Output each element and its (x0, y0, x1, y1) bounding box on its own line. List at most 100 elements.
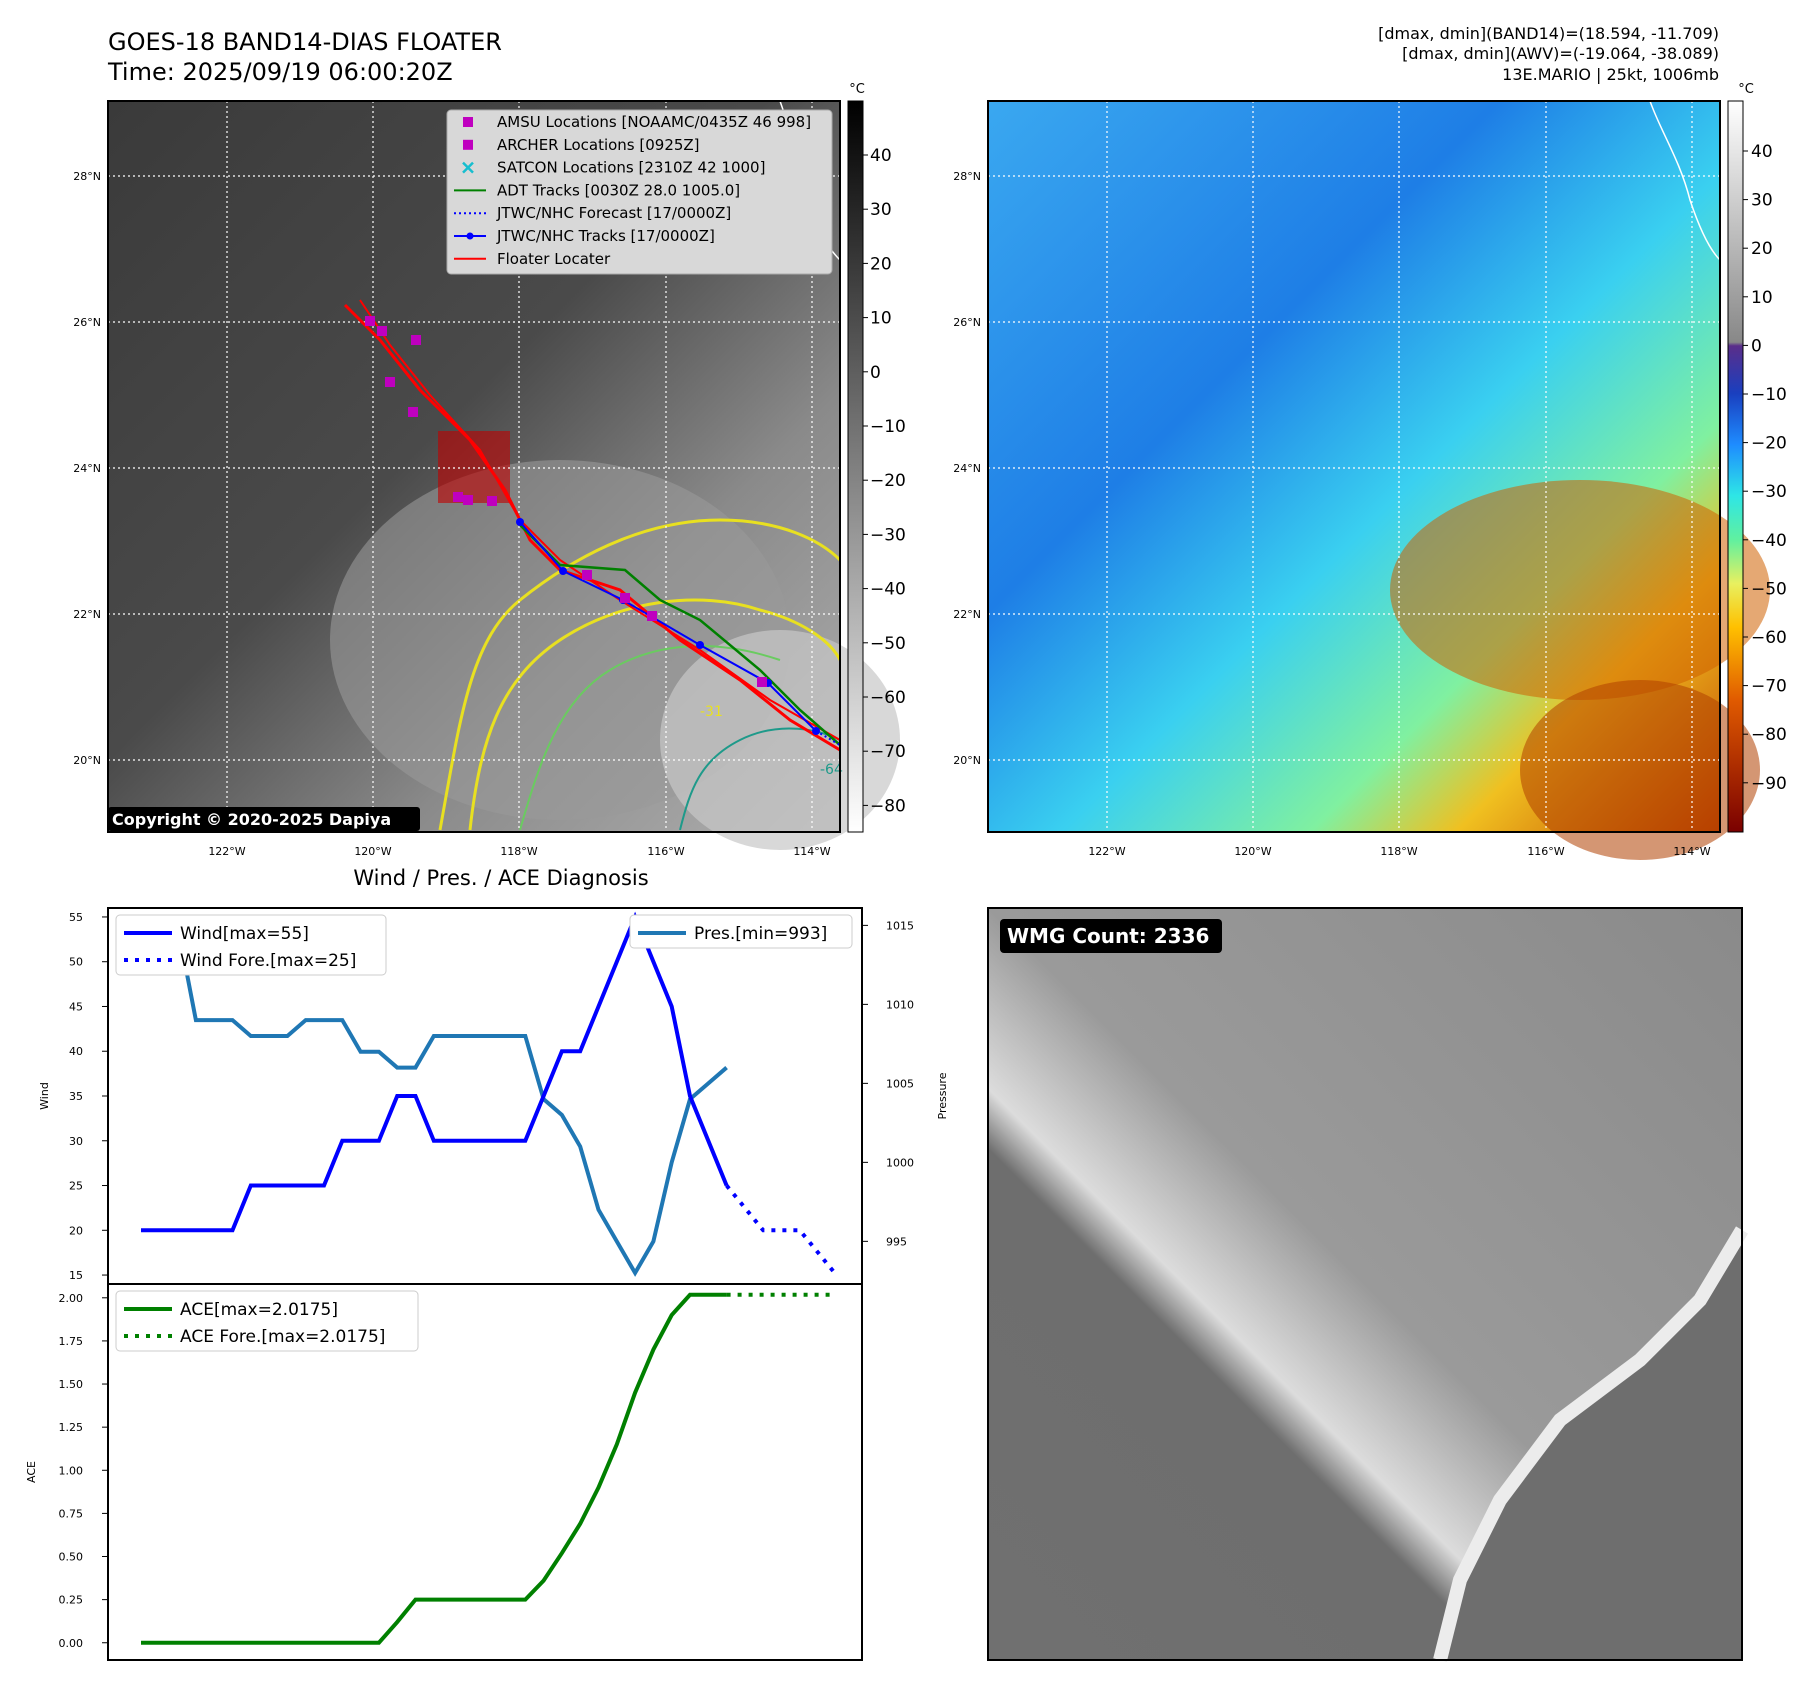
lat-tick-label: 28°N (73, 170, 101, 183)
lat-tick-label: 24°N (73, 462, 101, 475)
wind-tick-label: 55 (69, 911, 83, 924)
adt-track (519, 524, 841, 746)
lat-tick-label: 22°N (953, 608, 981, 621)
amsu-archer-location (385, 377, 395, 387)
pressure-tick-label: 1015 (886, 919, 914, 932)
amsu-archer-location (411, 335, 421, 345)
wmg-frame (987, 907, 1743, 1661)
wind-axis-label: Wind (38, 1082, 51, 1110)
legend-label: ARCHER Locations [0925Z] (497, 136, 700, 154)
lon-tick-label: 116°W (1527, 845, 1564, 858)
copyright-text: Copyright © 2020-2025 Dapiya (112, 810, 391, 829)
lon-tick-label: 122°W (208, 845, 245, 858)
colorbar-right-tick-label: −50 (1751, 579, 1787, 599)
colorbar-right-tick-label: −80 (1751, 725, 1787, 745)
wv-coastline (1649, 100, 1721, 261)
ir-map-frame (107, 100, 841, 833)
diagnosis-title: Wind / Pres. / ACE Diagnosis (353, 866, 648, 890)
wv-map: 122°W 120°W 118°W 116°W 114°W 28°N 26°N 24°N 22°… (953, 100, 1770, 860)
jtwc-track (519, 521, 817, 732)
chart-legend-label: Wind[max=55] (180, 924, 309, 944)
chart-legend-label: Pres.[min=993] (694, 924, 827, 944)
ace-tick-label: 1.75 (59, 1335, 84, 1348)
amsu-archer-location (757, 677, 767, 687)
chart-legend-box (115, 914, 387, 976)
wind-tick-label: 30 (69, 1135, 83, 1148)
pressure-tick-label: 1010 (886, 998, 914, 1011)
wmg-bright-edge (1433, 1226, 1749, 1662)
lat-tick-label: 24°N (953, 462, 981, 475)
ace-chart: 2.00 1.75 1.50 1.25 1.00 0.75 0.50 0.25 0.00 ACE[… (59, 1283, 863, 1661)
colorbar-left-tick-label: −50 (870, 634, 906, 654)
colorbar-right: °C 40 30 20 10 0 −10 −20 −30 −40 −50 −60 −70 −80 −90 (1727, 82, 1787, 833)
legend-label: SATCON Locations [2310Z 42 1000] (497, 159, 765, 177)
amsu-archer-location (463, 495, 473, 505)
amsu-archer-location (377, 326, 387, 336)
legend-marker-square (463, 139, 473, 150)
ace-tick-label: 1.25 (59, 1421, 84, 1434)
wind-tick-label: 15 (69, 1269, 83, 1282)
colorbar-left-tick-label: −40 (870, 580, 906, 600)
colorbar-right-unit: °C (1738, 82, 1754, 97)
wind-tick-label: 35 (69, 1090, 83, 1103)
colorbar-right-tick-label: 40 (1751, 142, 1773, 162)
colorbar-left-tick-label: 0 (870, 363, 881, 383)
colorbar-right-tick-label: −10 (1751, 385, 1787, 405)
floater-box (438, 431, 510, 503)
lon-tick-label: 122°W (1088, 845, 1125, 858)
wind-tick-label: 50 (69, 956, 83, 969)
legend-label: JTWC/NHC Tracks [17/0000Z] (496, 227, 715, 245)
colorbar-left-tick-label: −10 (870, 417, 906, 437)
info-storm: 13E.MARIO | 25kt, 1006mb (1502, 65, 1719, 84)
amsu-archer-location (647, 611, 657, 621)
ace-tick-label: 0.00 (59, 1637, 84, 1650)
colorbar-right-tick-label: 20 (1751, 239, 1773, 259)
wmg-panel: WMG Count: 2336 (987, 907, 1749, 1662)
chart-legend-label: ACE[max=2.0175] (180, 1300, 338, 1320)
colorbar-left-tick-label: −60 (870, 688, 906, 708)
amsu-archer-location (453, 492, 463, 502)
colorbar-left-tick-label: −80 (870, 796, 906, 816)
colorbar-right-tick-label: −40 (1751, 531, 1787, 551)
wv-cold-core (1520, 680, 1760, 860)
lat-tick-label: 28°N (953, 170, 981, 183)
contour-green (519, 645, 781, 831)
lon-tick-label: 118°W (500, 845, 537, 858)
colorbar-left-unit: °C (849, 82, 865, 97)
lat-tick-label: 22°N (73, 608, 101, 621)
chart-legend-box (629, 914, 853, 949)
lon-tick-label: 118°W (1380, 845, 1417, 858)
ace-axis-label: ACE (25, 1461, 38, 1483)
colorbar-left: °C 40 30 20 10 0 −10 −20 −30 −40 −50 −60 −70 −80 (847, 82, 906, 833)
map-grid: 122°W 120°W 118°W 116°W 114°W 28°N 26°N 24°N 22°… (73, 101, 840, 858)
colorbar-right-tick-label: −60 (1751, 628, 1787, 648)
colorbar-left-tick-label: 20 (870, 254, 892, 274)
colorbar-right-tick-label: −30 (1751, 482, 1787, 502)
ace-tick-label: 1.50 (59, 1378, 84, 1391)
colorbar-left-tick-label: −30 (870, 525, 906, 545)
figure-title: GOES-18 BAND14-DIAS FLOATER (108, 28, 502, 56)
colorbar-right-tick-label: 30 (1751, 191, 1773, 211)
wind-forecast-series-line (725, 1184, 838, 1277)
pressure-axis-label: Pressure (936, 1072, 949, 1119)
colorbar-right-tick-label: 0 (1751, 336, 1762, 356)
wind-pressure-chart: 55 50 45 40 35 30 25 20 15 1015 1010 1005 1000 995 Win… (69, 907, 914, 1285)
ace-tick-label: 0.75 (59, 1507, 84, 1520)
wind-tick-label: 25 (69, 1180, 83, 1193)
lon-tick-label: 114°W (793, 845, 830, 858)
legend-label: JTWC/NHC Forecast [17/0000Z] (496, 204, 731, 222)
ace-tick-label: 1.00 (59, 1464, 84, 1477)
colorbar-left-tick-label: −70 (870, 742, 906, 762)
floater-locater-track (343, 303, 841, 752)
lat-tick-label: 26°N (73, 316, 101, 329)
lat-tick-label: 20°N (953, 754, 981, 767)
legend-label: AMSU Locations [NOAAMC/0435Z 46 998] (497, 113, 811, 131)
wind-series-line (141, 911, 729, 1233)
colorbar-right-tick-label: 10 (1751, 288, 1773, 308)
ace-tick-label: 2.00 (59, 1292, 84, 1305)
copyright-box (108, 807, 420, 831)
pressure-tick-label: 1000 (886, 1156, 914, 1169)
colorbar-right-tick-label: −70 (1751, 677, 1787, 697)
pressure-series-line (141, 923, 728, 1277)
